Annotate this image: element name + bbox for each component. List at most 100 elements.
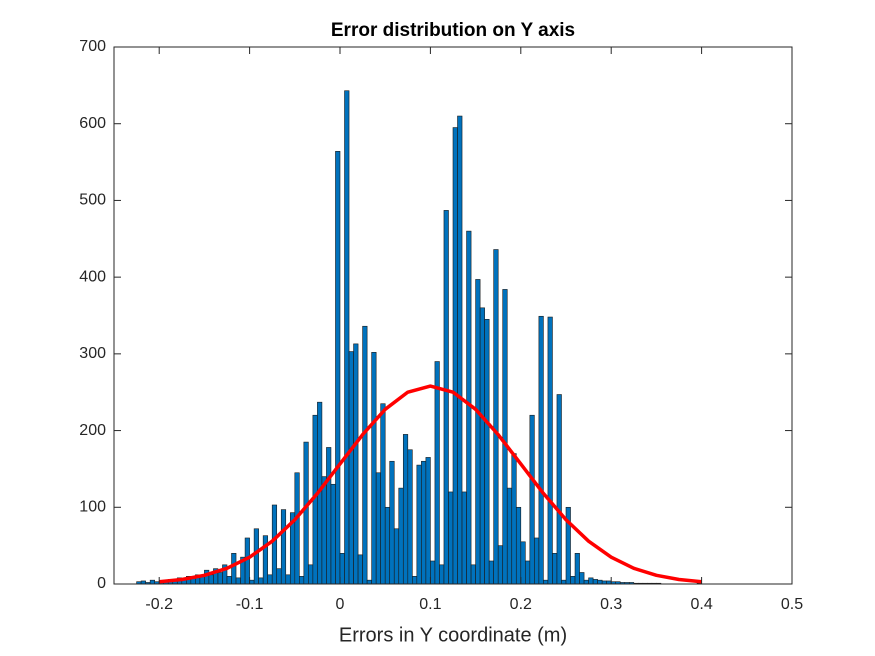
histogram-bar	[371, 352, 377, 585]
histogram-bar	[515, 506, 522, 585]
histogram-bar	[547, 316, 553, 585]
histogram-bar	[344, 90, 350, 585]
histogram-bar	[538, 315, 544, 585]
y-tick-label: 200	[79, 422, 106, 439]
histogram-bar	[488, 560, 494, 585]
histogram-bar	[552, 553, 558, 585]
histogram-bar	[339, 553, 345, 585]
histogram-bar	[561, 579, 567, 585]
y-tick-label: 700	[79, 38, 106, 55]
y-tick-label: 600	[79, 115, 106, 132]
histogram-bar	[475, 279, 481, 585]
histogram-bar	[357, 554, 363, 585]
histogram-bar	[258, 577, 264, 585]
histogram-bar	[579, 572, 585, 585]
histogram-bar	[375, 472, 381, 585]
histogram-bar	[574, 553, 580, 585]
histogram-bar	[421, 460, 427, 585]
y-tick-label: 0	[97, 575, 106, 592]
histogram-bar	[253, 528, 259, 585]
histogram-bar	[588, 577, 594, 585]
histogram-bar	[543, 579, 549, 585]
histogram-bar	[380, 403, 386, 585]
histogram-bar	[448, 491, 454, 585]
x-tick-label: 0	[336, 596, 345, 613]
histogram-bar	[534, 537, 540, 585]
histogram-bar	[384, 506, 391, 585]
histogram-bar	[362, 325, 368, 585]
histogram-bar	[280, 509, 287, 585]
histogram-bar	[430, 560, 436, 585]
histogram-bar	[479, 307, 485, 585]
histogram-bar	[434, 361, 440, 585]
fit-curve	[159, 384, 702, 584]
histogram-bar	[570, 576, 576, 585]
chart-title: Error distribution on Y axis	[331, 20, 575, 41]
y-tick-label: 300	[79, 345, 106, 362]
histogram-bar	[330, 483, 336, 585]
histogram-bar	[389, 460, 395, 585]
histogram-bar	[348, 351, 354, 585]
y-tick-label: 100	[79, 499, 106, 516]
histogram-bar	[231, 553, 237, 585]
histogram-bar	[208, 574, 214, 585]
histogram-bar	[443, 210, 449, 585]
histogram-bar	[493, 249, 499, 585]
histogram-bar	[303, 441, 309, 585]
histogram-bar	[511, 453, 517, 585]
histogram-bar	[398, 487, 404, 585]
histogram-bar	[393, 528, 400, 585]
x-tick-label: -0.1	[236, 596, 264, 613]
x-axis-label: Errors in Y coordinate (m)	[339, 624, 567, 646]
x-tick-label: 0.2	[510, 596, 532, 613]
histogram-bar	[592, 579, 598, 585]
histogram-bar	[556, 394, 562, 585]
x-tick-label: 0.3	[600, 596, 622, 613]
histogram-bar	[506, 487, 513, 585]
histogram-bar	[461, 491, 467, 585]
histogram-bar	[335, 151, 341, 585]
x-tick-label: -0.2	[145, 596, 173, 613]
histogram-bar	[271, 504, 278, 585]
histogram-bar	[416, 464, 422, 585]
histogram-bar	[366, 579, 372, 585]
histogram-bar	[425, 457, 431, 585]
x-tick-label: 0.5	[781, 596, 803, 613]
histogram-bar	[457, 115, 463, 585]
histogram-bar	[294, 472, 300, 585]
histogram-bar	[267, 574, 273, 585]
histogram-bar	[525, 560, 531, 585]
histogram-bar	[321, 476, 327, 585]
histogram-bar	[439, 564, 445, 585]
histogram-bar	[226, 576, 232, 585]
histogram-bar	[597, 579, 603, 585]
histogram-bar	[276, 568, 282, 585]
histogram-bar	[235, 577, 241, 585]
histogram-bar	[502, 289, 508, 585]
histogram-bar	[529, 414, 535, 585]
y-tick-label: 400	[79, 268, 106, 285]
histogram-bar	[407, 449, 413, 585]
histogram-bar	[204, 569, 210, 585]
x-tick-label: 0.1	[419, 596, 441, 613]
histogram-bar	[497, 545, 504, 585]
histogram-bar	[299, 576, 305, 585]
histogram-bar	[470, 564, 476, 585]
histogram-bar	[285, 574, 291, 585]
histogram-bar	[520, 541, 526, 585]
histogram-bar	[484, 319, 490, 585]
x-tick-label: 0.4	[690, 596, 712, 613]
histogram-bar	[217, 572, 223, 585]
histogram-bar	[353, 343, 359, 585]
histogram-bar	[452, 127, 458, 585]
histogram-bar	[326, 447, 332, 585]
histogram-bar	[149, 579, 155, 585]
histogram-bar	[583, 579, 589, 585]
y-tick-label: 500	[79, 192, 106, 209]
histogram-bar	[412, 576, 418, 585]
histogram-bar	[249, 579, 255, 585]
axes-box	[113, 46, 793, 585]
histogram-bar	[402, 434, 409, 585]
